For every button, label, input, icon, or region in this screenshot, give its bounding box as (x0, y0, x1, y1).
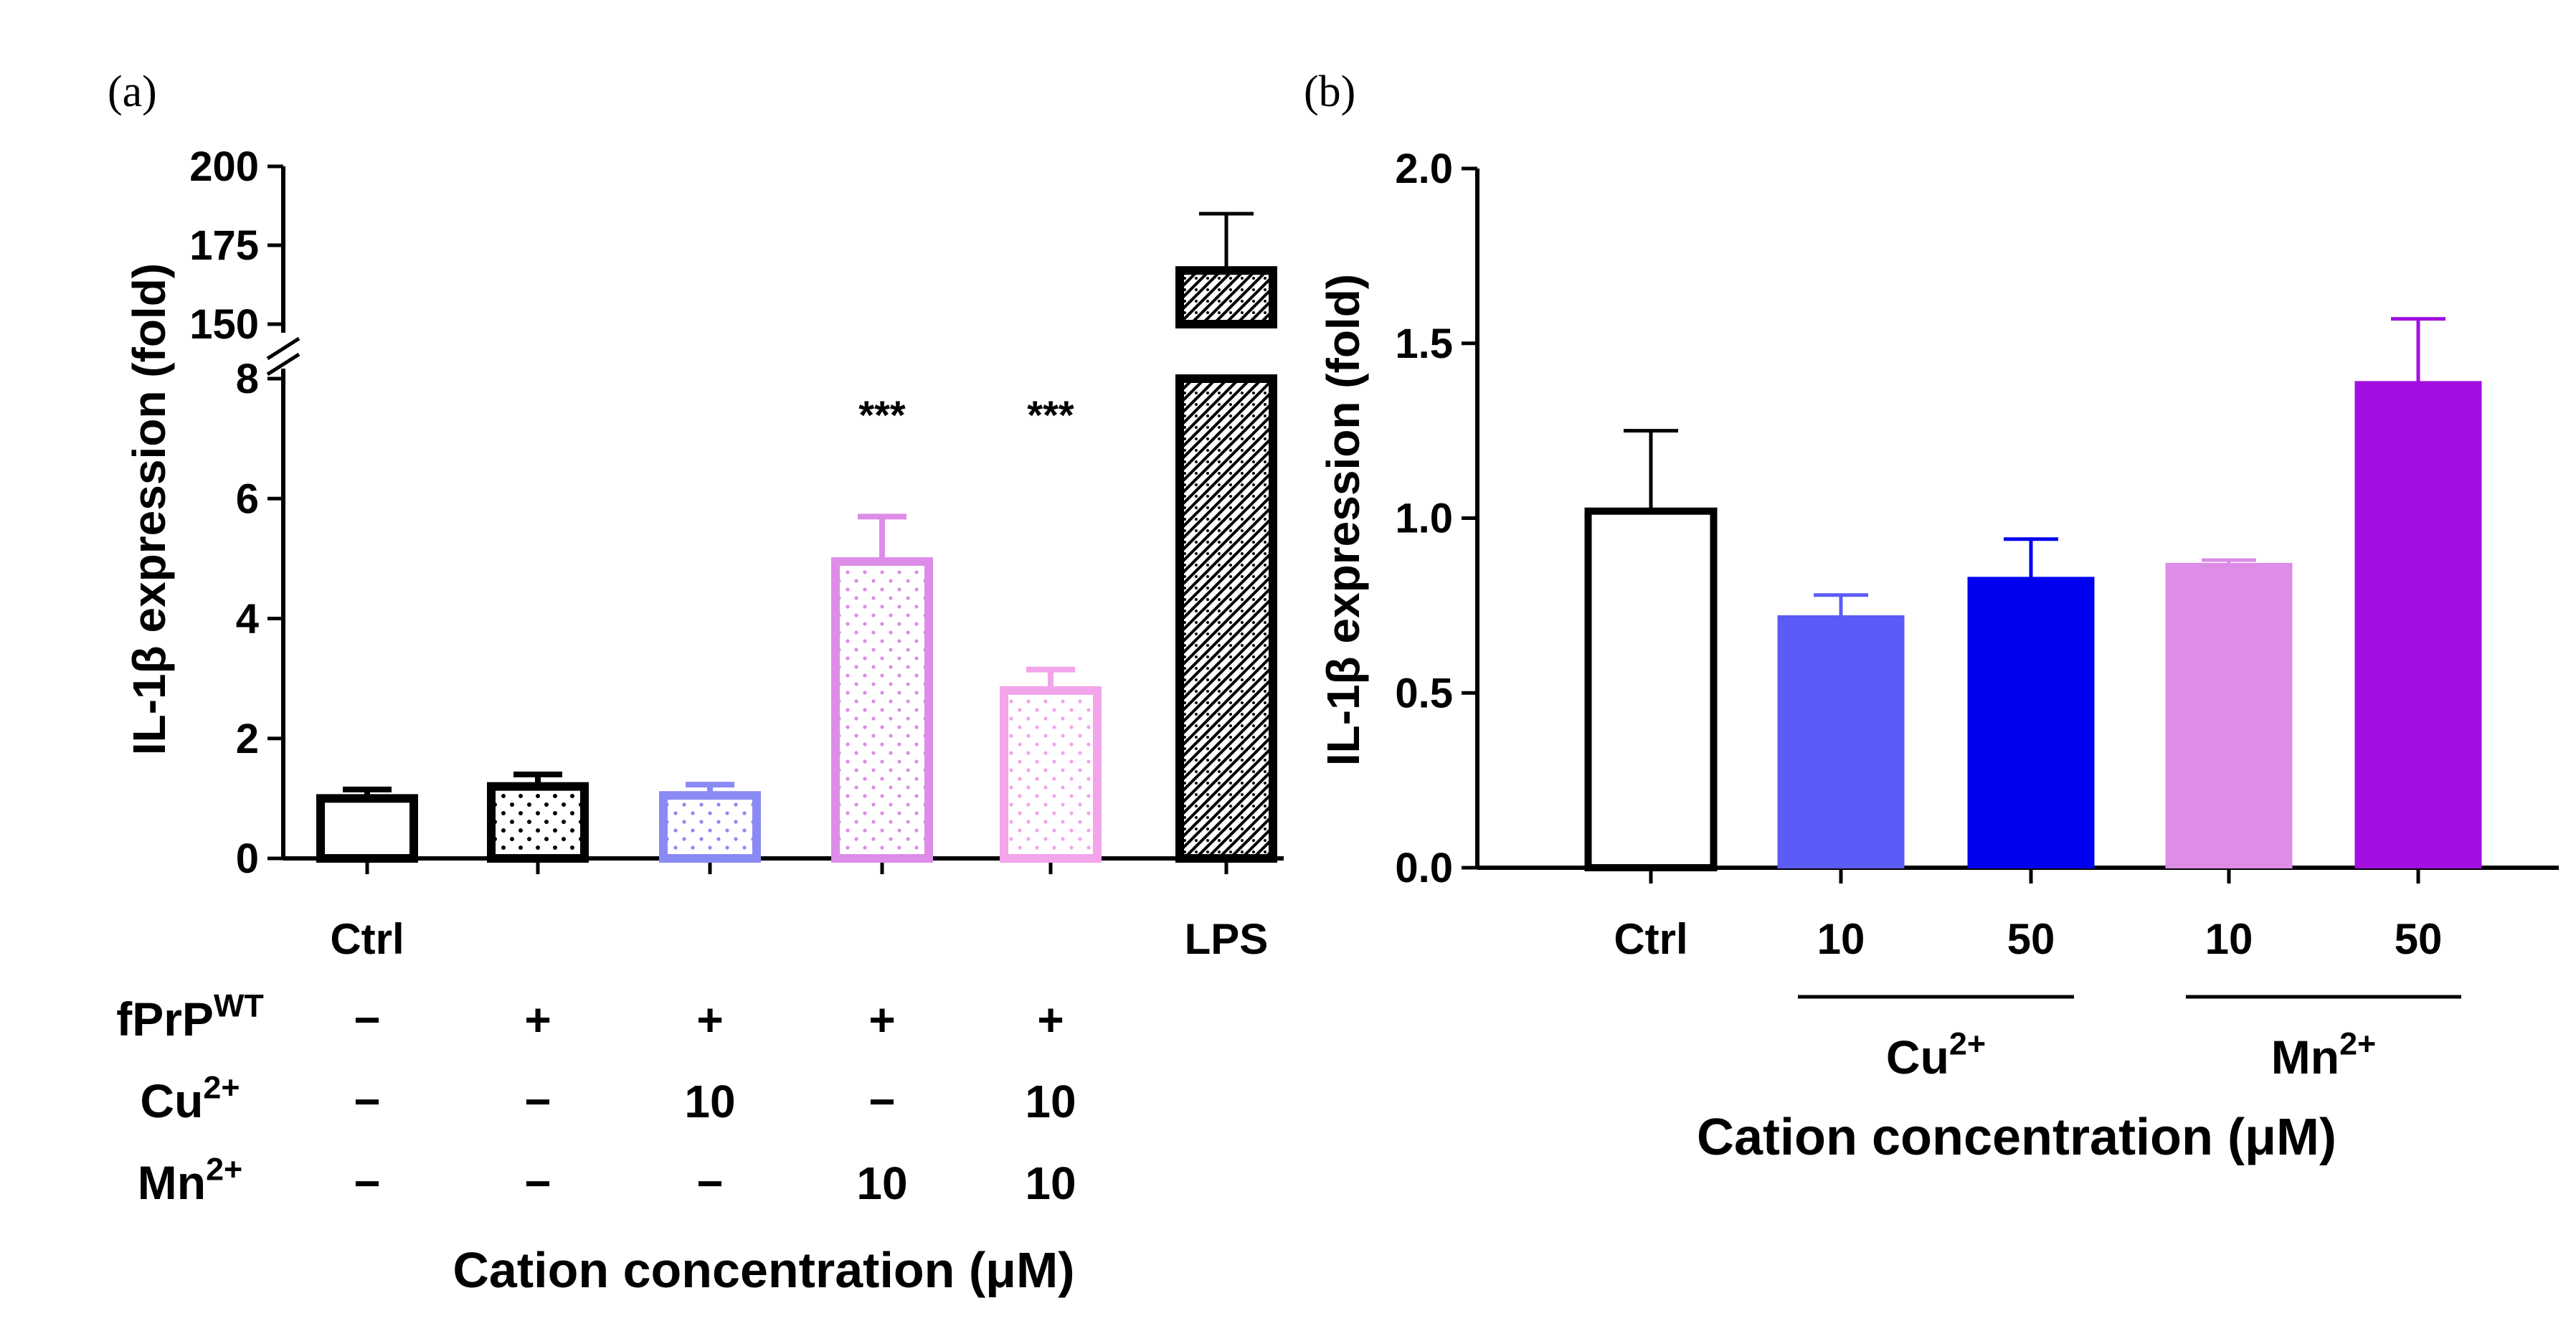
treatment-value: + (524, 994, 551, 1046)
group-label: Mn2+ (2271, 1026, 2376, 1084)
x-axis-label: Cation concentration (μM) (453, 1242, 1074, 1298)
bar (1175, 374, 1277, 863)
x-axis-label: Cation concentration (μM) (1697, 1109, 2336, 1166)
y-tick-label: 0.0 (1395, 845, 1453, 891)
treatment-value: + (868, 994, 895, 1046)
treatment-value: 10 (1025, 1076, 1076, 1127)
bar (1967, 577, 2095, 868)
y-tick-label: 8 (236, 356, 259, 402)
panel-b: (b) 0.0 0.5 1.0 1.5 2.0 IL-1β expression (fold… (1304, 67, 2559, 1166)
category-label: 10 (2205, 915, 2253, 963)
category-label: LPS (1185, 915, 1269, 963)
y-tick-label: 0 (236, 835, 259, 882)
panel-a: (a) 0 2 4 6 8 150 175 200 IL-1β expression (fold)… (108, 67, 1284, 1298)
treatment-row-label: Cu2+ (140, 1069, 240, 1127)
y-tick-label: 0.5 (1395, 670, 1453, 716)
treatment-row-label: Mn2+ (138, 1151, 242, 1209)
y-axis-label: IL-1β expression (fold) (1317, 274, 1369, 766)
y-tick-label: 150 (189, 301, 259, 348)
bar (2354, 381, 2482, 868)
y-tick-label: 6 (236, 475, 259, 522)
treatment-value: 10 (856, 1157, 907, 1209)
bar (831, 557, 933, 863)
axis-break-mark (266, 336, 300, 361)
y-tick-label: 1.5 (1395, 321, 1453, 367)
bar (316, 794, 418, 863)
bar (1175, 266, 1277, 329)
y-tick-label: 175 (189, 222, 259, 269)
treatment-value: − (868, 1076, 895, 1127)
treatment-value: − (354, 994, 380, 1046)
significance-label: *** (1027, 392, 1074, 437)
y-axis-label: IL-1β expression (fold) (123, 263, 175, 755)
bar (1000, 686, 1102, 863)
bar (487, 782, 589, 863)
significance-label: *** (858, 392, 906, 437)
treatment-value: + (1037, 994, 1064, 1046)
y-tick-label: 200 (189, 143, 259, 190)
bar (2165, 562, 2293, 868)
category-label: 50 (2007, 915, 2055, 963)
y-tick-label: 4 (236, 596, 259, 643)
treatment-value: − (696, 1157, 723, 1209)
treatment-value: − (354, 1157, 380, 1209)
category-label: 10 (1817, 915, 1865, 963)
bar (1584, 507, 1718, 871)
category-label: 50 (2395, 915, 2443, 963)
treatment-value: − (524, 1076, 551, 1127)
treatment-value: − (524, 1157, 551, 1209)
y-tick-label: 1.0 (1395, 496, 1453, 542)
treatment-value: + (696, 994, 723, 1046)
group-label: Cu2+ (1886, 1026, 1986, 1084)
panel-label: (a) (108, 67, 157, 116)
treatment-value: − (354, 1076, 380, 1127)
category-label: Ctrl (330, 915, 404, 963)
axis-break-mark (266, 352, 300, 376)
y-tick-label: 2.0 (1395, 146, 1453, 192)
treatment-value: 10 (684, 1076, 735, 1127)
panel-label: (b) (1304, 67, 1355, 116)
bar (659, 791, 761, 863)
category-label: Ctrl (1614, 915, 1687, 963)
y-tick-label: 2 (236, 716, 259, 762)
treatment-value: 10 (1025, 1157, 1076, 1209)
treatment-row-label: fPrPWT (116, 987, 264, 1046)
bar (1777, 615, 1905, 868)
